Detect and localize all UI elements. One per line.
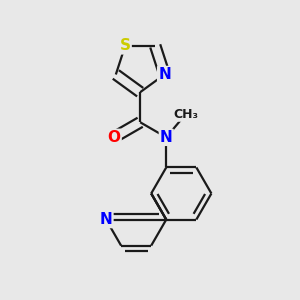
Text: CH₃: CH₃ bbox=[173, 108, 198, 121]
Text: S: S bbox=[120, 38, 130, 53]
Text: N: N bbox=[160, 130, 172, 145]
Text: N: N bbox=[158, 67, 171, 82]
Text: N: N bbox=[100, 212, 112, 227]
Text: O: O bbox=[108, 130, 121, 145]
